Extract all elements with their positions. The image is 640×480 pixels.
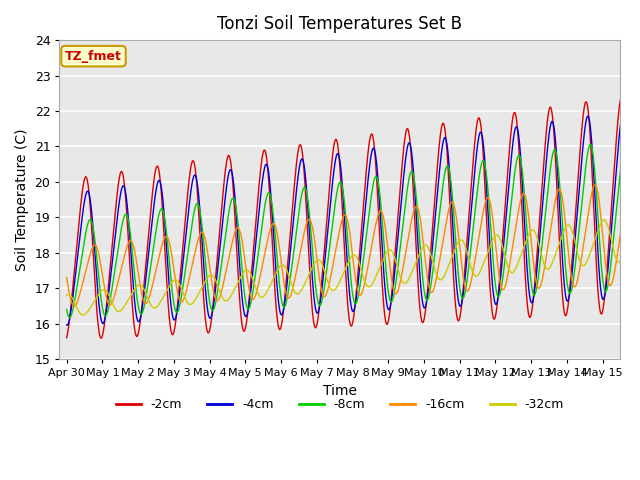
- -8cm: [332, 194, 340, 200]
- -32cm: [317, 260, 325, 266]
- -32cm: [600, 217, 608, 223]
- -4cm: [317, 290, 325, 296]
- -32cm: [63, 292, 70, 298]
- -16cm: [499, 287, 507, 293]
- -8cm: [63, 307, 70, 312]
- -4cm: [92, 253, 99, 259]
- -8cm: [66, 314, 74, 320]
- -2cm: [97, 335, 105, 341]
- Legend: -2cm, -4cm, -8cm, -16cm, -32cm: -2cm, -4cm, -8cm, -16cm, -32cm: [111, 394, 569, 417]
- -2cm: [91, 279, 99, 285]
- -8cm: [601, 288, 609, 293]
- -32cm: [332, 285, 340, 291]
- -16cm: [92, 242, 99, 248]
- Line: -8cm: -8cm: [67, 144, 621, 317]
- -16cm: [617, 231, 625, 237]
- -4cm: [601, 293, 609, 299]
- -2cm: [499, 231, 507, 237]
- Line: -4cm: -4cm: [67, 116, 621, 325]
- -8cm: [601, 288, 609, 294]
- -32cm: [79, 312, 87, 318]
- -16cm: [591, 182, 599, 188]
- -4cm: [601, 291, 609, 297]
- -8cm: [617, 168, 625, 174]
- -2cm: [600, 296, 608, 301]
- X-axis label: Time: Time: [323, 384, 357, 397]
- Line: -32cm: -32cm: [67, 220, 621, 315]
- -8cm: [586, 142, 594, 147]
- Line: -2cm: -2cm: [67, 99, 621, 338]
- -16cm: [70, 303, 78, 309]
- -16cm: [63, 275, 70, 280]
- -8cm: [317, 300, 325, 305]
- -2cm: [63, 335, 70, 340]
- Line: -16cm: -16cm: [67, 185, 621, 306]
- -16cm: [332, 245, 340, 251]
- -16cm: [601, 253, 609, 259]
- -2cm: [332, 137, 340, 143]
- -16cm: [601, 256, 609, 262]
- -16cm: [317, 288, 325, 293]
- -32cm: [601, 217, 609, 223]
- -4cm: [63, 323, 71, 328]
- -4cm: [332, 154, 340, 159]
- -32cm: [601, 217, 609, 223]
- -4cm: [584, 113, 591, 119]
- Y-axis label: Soil Temperature (C): Soil Temperature (C): [15, 128, 29, 271]
- -32cm: [499, 245, 507, 251]
- -32cm: [617, 259, 625, 264]
- -8cm: [499, 274, 507, 279]
- -2cm: [317, 281, 325, 287]
- Title: Tonzi Soil Temperatures Set B: Tonzi Soil Temperatures Set B: [218, 15, 463, 33]
- -4cm: [617, 121, 625, 127]
- -4cm: [499, 249, 507, 255]
- -2cm: [601, 293, 609, 299]
- -8cm: [92, 240, 99, 245]
- -4cm: [63, 322, 70, 328]
- Text: TZ_fmet: TZ_fmet: [65, 49, 122, 63]
- -32cm: [92, 297, 99, 303]
- -2cm: [617, 96, 625, 102]
